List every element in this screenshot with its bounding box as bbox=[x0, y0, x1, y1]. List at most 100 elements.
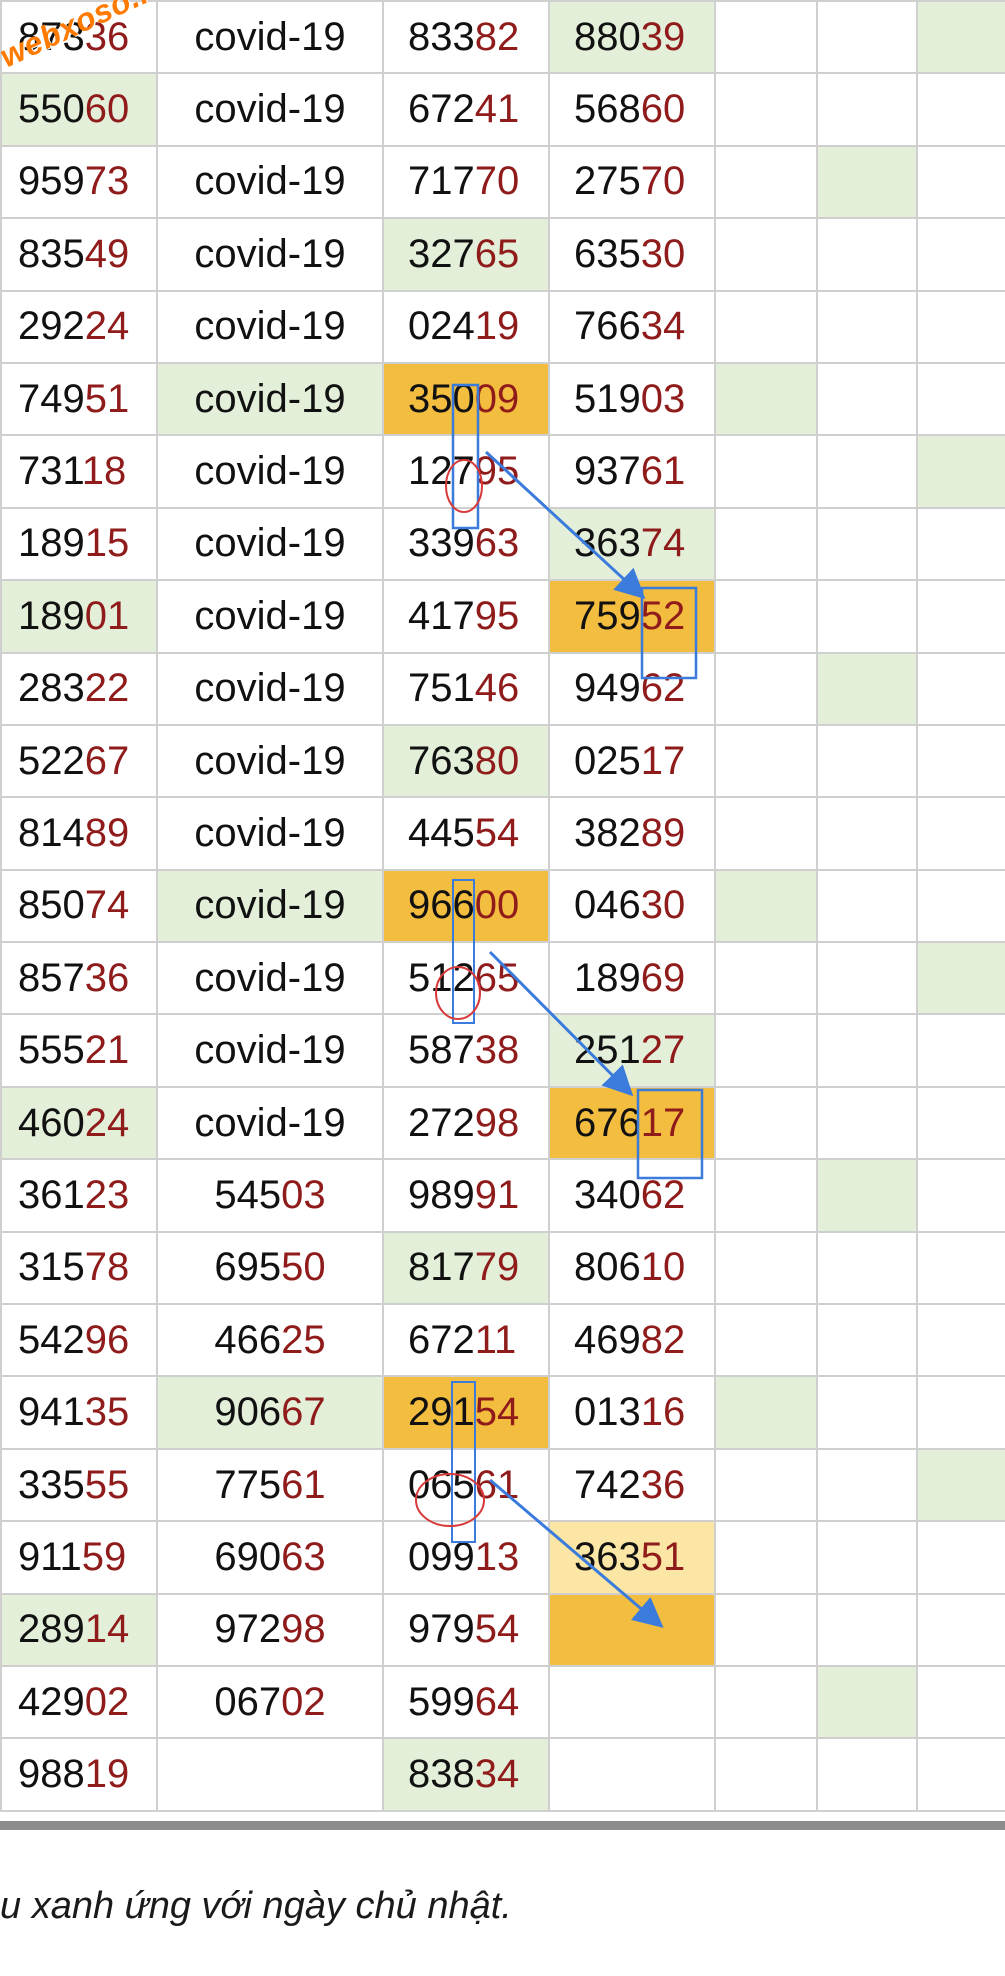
table-cell: 42902 bbox=[0, 1664, 158, 1740]
number-suffix: 89 bbox=[84, 810, 130, 855]
table-cell bbox=[714, 579, 818, 654]
cell-label: covid-19 bbox=[194, 159, 346, 204]
table-cell bbox=[714, 289, 818, 364]
number-prefix: 835 bbox=[18, 231, 85, 276]
table-cell: 46982 bbox=[548, 1303, 716, 1378]
table-cell: 77561 bbox=[156, 1447, 384, 1523]
table-cell bbox=[714, 941, 818, 1016]
table-cell bbox=[714, 1592, 818, 1667]
number-suffix: 98 bbox=[474, 1100, 520, 1145]
number-suffix: 22 bbox=[84, 666, 130, 711]
table-cell bbox=[714, 144, 818, 220]
number-prefix: 550 bbox=[18, 87, 85, 132]
table-cell: 09913 bbox=[382, 1520, 550, 1595]
table-row: 18915 covid-19 33963 36374 bbox=[0, 506, 1005, 582]
number-prefix: 545 bbox=[214, 1172, 282, 1217]
table-cell: 85074 bbox=[0, 868, 158, 944]
table-cell bbox=[816, 1737, 918, 1812]
number-suffix: 00 bbox=[474, 883, 520, 928]
number-suffix: 61 bbox=[640, 449, 686, 494]
number-suffix: 74 bbox=[640, 521, 686, 566]
table-cell: 54503 bbox=[156, 1158, 384, 1233]
table-cell bbox=[816, 217, 918, 292]
table-cell: 63530 bbox=[548, 217, 716, 292]
number-suffix: 36 bbox=[640, 1462, 686, 1507]
table-row: 46024 covid-19 27298 67617 bbox=[0, 1085, 1005, 1161]
table-cell bbox=[816, 1375, 918, 1450]
table-cell bbox=[816, 1085, 918, 1161]
number-suffix: 17 bbox=[640, 738, 686, 783]
number-prefix: 911 bbox=[18, 1534, 82, 1579]
table-cell: 76634 bbox=[548, 289, 716, 364]
table-cell: 67211 bbox=[382, 1303, 550, 1378]
number-suffix: 01 bbox=[84, 593, 130, 638]
table-cell bbox=[916, 1592, 1005, 1667]
number-prefix: 775 bbox=[214, 1462, 282, 1507]
number-prefix: 292 bbox=[18, 304, 85, 349]
table-cell bbox=[816, 1303, 918, 1378]
table-cell: 71770 bbox=[382, 144, 550, 220]
table-cell: 38289 bbox=[548, 796, 716, 871]
number-suffix: 27 bbox=[640, 1028, 686, 1073]
cell-label: covid-19 bbox=[194, 1028, 346, 1073]
number-prefix: 972 bbox=[214, 1607, 282, 1652]
number-suffix: 15 bbox=[84, 521, 130, 566]
table-cell bbox=[816, 1664, 918, 1740]
number-suffix: 91 bbox=[474, 1172, 520, 1217]
number-prefix: 340 bbox=[574, 1172, 641, 1217]
table-cell: 87336 bbox=[0, 0, 158, 75]
number-suffix: 78 bbox=[84, 1245, 130, 1290]
number-prefix: 275 bbox=[574, 159, 641, 204]
table-row: 33555 77561 06561 74236 bbox=[0, 1447, 1005, 1523]
number-suffix: 24 bbox=[84, 304, 130, 349]
table-cell: 52267 bbox=[0, 723, 158, 799]
number-prefix: 013 bbox=[574, 1390, 641, 1435]
number-prefix: 873 bbox=[18, 14, 85, 59]
number-prefix: 880 bbox=[574, 14, 641, 59]
number-suffix: 14 bbox=[84, 1607, 130, 1652]
number-suffix: 60 bbox=[84, 87, 130, 132]
table-cell bbox=[916, 1230, 1005, 1306]
number-suffix: 79 bbox=[474, 1245, 520, 1290]
table-cell: covid-19 bbox=[156, 579, 384, 654]
number-suffix: 63 bbox=[474, 521, 520, 566]
table-row: 73118 covid-19 12795 93761 bbox=[0, 434, 1005, 509]
number-suffix: 25 bbox=[281, 1317, 326, 1362]
table-cell: 33555 bbox=[0, 1447, 158, 1523]
table-cell: covid-19 bbox=[156, 361, 384, 437]
number-prefix: 979 bbox=[408, 1607, 475, 1652]
table-row: 94135 90667 29154 01316 bbox=[0, 1375, 1005, 1450]
number-suffix: 24 bbox=[84, 1100, 130, 1145]
number-prefix: 460 bbox=[18, 1100, 85, 1145]
table-row: 91159 69063 09913 36351 bbox=[0, 1520, 1005, 1595]
table-row: 29224 covid-19 02419 76634 bbox=[0, 289, 1005, 364]
table-cell: 90667 bbox=[156, 1375, 384, 1450]
table-cell: 81489 bbox=[0, 796, 158, 871]
table-cell: 67617 bbox=[548, 1085, 716, 1161]
number-suffix: 30 bbox=[640, 883, 686, 928]
number-suffix: 41 bbox=[474, 87, 520, 132]
number-prefix: 833 bbox=[408, 14, 475, 59]
table-cell: 75952 bbox=[548, 579, 716, 654]
table-row: 85736 covid-19 51265 18969 bbox=[0, 941, 1005, 1016]
number-prefix: 949 bbox=[574, 666, 641, 711]
table-cell bbox=[714, 434, 818, 509]
number-suffix: 02 bbox=[84, 1679, 130, 1724]
table-cell bbox=[816, 1158, 918, 1233]
number-suffix: 70 bbox=[640, 159, 686, 204]
table-cell: 95973 bbox=[0, 144, 158, 220]
number-suffix: 98 bbox=[281, 1607, 326, 1652]
table-row: 81489 covid-19 44554 38289 bbox=[0, 796, 1005, 871]
table-cell bbox=[916, 506, 1005, 582]
table-cell bbox=[714, 506, 818, 582]
number-suffix: 51 bbox=[84, 376, 130, 421]
table-cell bbox=[916, 361, 1005, 437]
table-cell bbox=[714, 1664, 818, 1740]
table-cell: 58738 bbox=[382, 1013, 550, 1088]
number-prefix: 024 bbox=[408, 304, 475, 349]
number-suffix: 54 bbox=[474, 810, 520, 855]
number-suffix: 35 bbox=[84, 1390, 130, 1435]
number-prefix: 717 bbox=[408, 159, 475, 204]
table-cell: 28322 bbox=[0, 651, 158, 726]
table-cell bbox=[916, 1085, 1005, 1161]
